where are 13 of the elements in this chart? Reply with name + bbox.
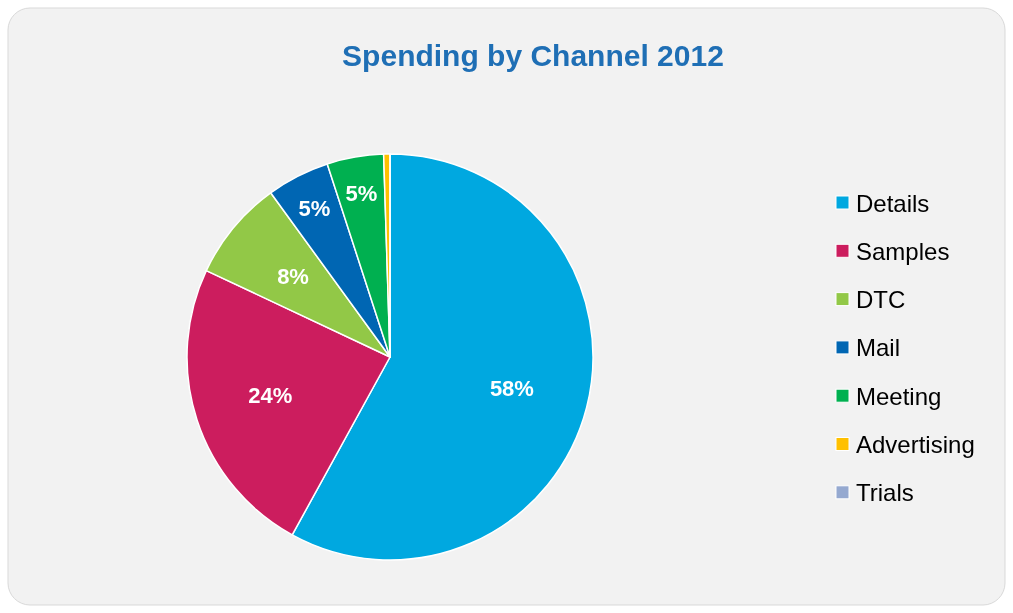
legend-label: Mail: [856, 334, 901, 362]
data-label: 8%: [277, 264, 309, 290]
data-label: 58%: [489, 375, 534, 401]
data-label: 5%: [345, 180, 378, 206]
legend-label: DTC: [856, 286, 906, 314]
legend-label: Meeting: [856, 382, 942, 410]
data-label: 24%: [248, 383, 293, 409]
chart-title: Spending by Channel 2012: [342, 39, 724, 72]
legend-label: Advertising: [856, 431, 975, 458]
data-label: 5%: [298, 196, 331, 222]
legend-label: Samples: [856, 237, 950, 265]
legend-label: Trials: [856, 479, 914, 507]
legend-label: Details: [856, 189, 930, 217]
